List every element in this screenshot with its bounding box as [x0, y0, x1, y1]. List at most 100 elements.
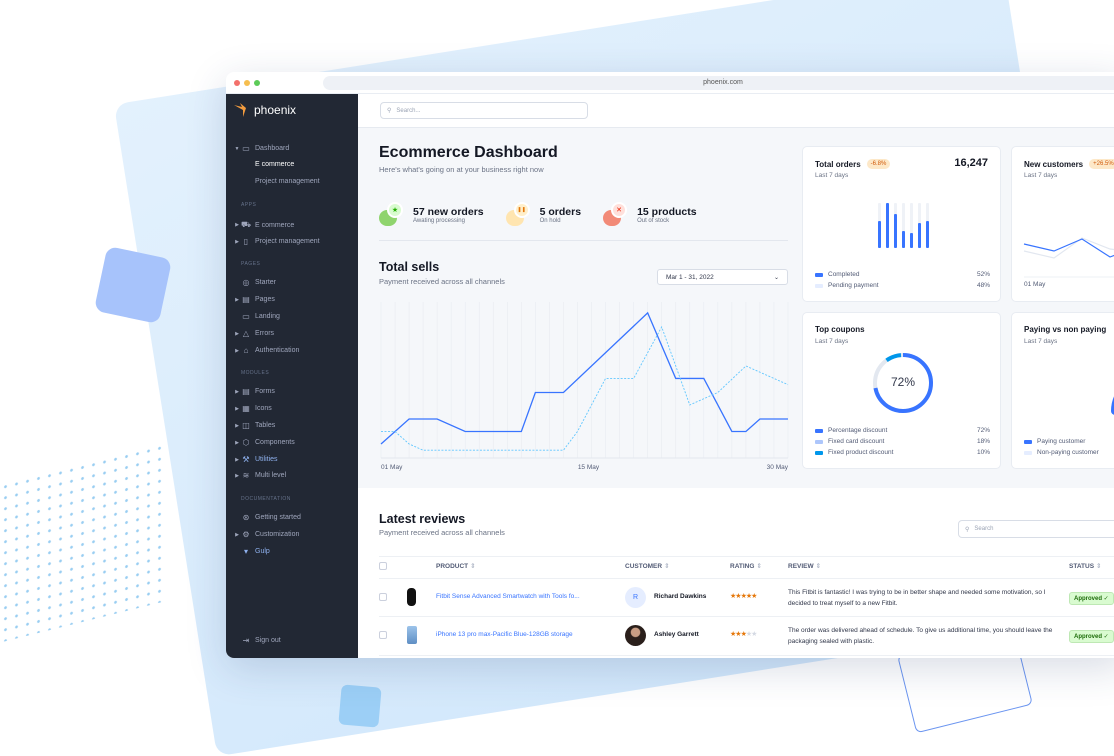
- sidebar-item-gulp[interactable]: ▾ Gulp: [233, 547, 270, 556]
- decorative-dot-grid: [0, 441, 165, 642]
- card-period: Last 7 days: [1024, 172, 1057, 179]
- sidebar-item-errors[interactable]: ▶△Errors: [233, 329, 274, 338]
- sidebar-item-tables[interactable]: ▶◫Tables: [233, 421, 275, 430]
- sidebar-item-getting-started[interactable]: ⊛Getting started: [233, 513, 301, 522]
- smartwatch-product-image: [407, 588, 416, 606]
- global-search-input[interactable]: ⚲ Search...: [380, 102, 588, 119]
- minimize-window-button[interactable]: [244, 80, 250, 86]
- sidebar-item-label: Landing: [255, 313, 280, 320]
- column-header-review[interactable]: REVIEW⇕: [788, 562, 821, 570]
- legend-swatch: [815, 451, 823, 455]
- close-window-button[interactable]: [234, 80, 240, 86]
- review-text: This Fitbit is fantastic! I was trying t…: [788, 587, 1058, 609]
- legend-value: 18%: [977, 438, 990, 445]
- card-period: Last 7 days: [1024, 338, 1057, 345]
- column-header-status[interactable]: STATUS⇕: [1069, 562, 1102, 570]
- decorative-square: [338, 684, 381, 727]
- product-link[interactable]: iPhone 13 pro max-Pacific Blue-128GB sto…: [436, 631, 573, 638]
- check-icon: ✓: [1102, 634, 1109, 640]
- card-period: Last 7 days: [815, 172, 848, 179]
- sidebar-item-icons[interactable]: ▶▦Icons: [233, 404, 272, 413]
- date-range-select[interactable]: Mar 1 - 31, 2022⌄: [657, 269, 788, 285]
- total-orders-card: Total orders-6.8% 16,247 Last 7 days Com…: [802, 146, 1001, 302]
- review-text: The order was delivered ahead of schedul…: [788, 625, 1058, 647]
- x-icon: ✕: [611, 202, 627, 218]
- caret-down-icon: ▼: [233, 146, 241, 152]
- desktop-icon: ▭: [241, 312, 251, 321]
- column-header-rating[interactable]: RATING⇕: [730, 562, 762, 570]
- sidebar-item-components[interactable]: ▶⬡Components: [233, 438, 295, 447]
- sidebar-item-multi-level[interactable]: ▶≋Multi level: [233, 471, 286, 480]
- legend-label: Percentage discount: [828, 427, 887, 434]
- caret-right-icon: ▶: [233, 440, 241, 446]
- top-coupons-card: Top coupons Last 7 days 72% Percentage d…: [802, 312, 1001, 469]
- sidebar-section-label: PAGES: [241, 261, 260, 267]
- sidebar-item-label: Forms: [255, 388, 275, 395]
- legend-label: Non-paying customer: [1037, 449, 1099, 456]
- sidebar-item-label: Starter: [255, 279, 276, 286]
- sidebar-item-utilities[interactable]: ▶⚒ Utilities: [233, 455, 278, 464]
- star-filled-icon: ★: [751, 593, 756, 600]
- browser-window: phoenix.com phoenix ▼▭Dashboard E commerc…: [226, 72, 1114, 658]
- sidebar-item-landing[interactable]: ▭ Landing: [233, 312, 280, 321]
- gulp-icon: ▾: [241, 547, 251, 556]
- search-placeholder: Search...: [396, 108, 420, 114]
- x-badge: ✕: [603, 202, 629, 228]
- logo[interactable]: phoenix: [234, 103, 296, 117]
- sidebar-item-label: E commerce: [255, 161, 294, 168]
- caret-right-icon: ▶: [233, 331, 241, 337]
- stat-label: On hold: [540, 218, 581, 224]
- divider: [379, 240, 788, 241]
- sidebar-item-label: Utilities: [255, 456, 278, 463]
- stat-value: 57 new orders: [413, 206, 484, 218]
- monitor-icon: ▭: [241, 144, 251, 153]
- sidebar-item-project-management[interactable]: ▶▯Project management: [233, 237, 320, 246]
- sidebar-item-customization[interactable]: ▶⚙Customization: [233, 530, 299, 539]
- compass-icon: ◎: [241, 278, 251, 287]
- sidebar-item-pages[interactable]: ▶▤Pages: [233, 295, 275, 304]
- x-tick-label: 15 May: [578, 464, 600, 471]
- sort-icon: ⇕: [816, 563, 821, 570]
- iphone-product-image: [407, 626, 417, 644]
- stat-value: 15 products: [637, 206, 697, 218]
- brand-name: phoenix: [254, 103, 296, 117]
- reviews-subtitle: Payment received across all channels: [379, 528, 505, 537]
- sidebar-item-label: Gulp: [255, 548, 270, 555]
- column-label: RATING: [730, 563, 754, 570]
- legend-value: 52%: [977, 271, 990, 278]
- customer-name[interactable]: Richard Dawkins: [654, 593, 706, 600]
- row-divider: [379, 655, 1114, 656]
- sidebar-item-dashboard[interactable]: ▼▭Dashboard: [233, 144, 289, 153]
- row-checkbox[interactable]: [379, 631, 387, 639]
- sidebar-item-e-commerce[interactable]: E commerce: [255, 161, 294, 168]
- column-header-product[interactable]: PRODUCT⇕: [436, 562, 476, 570]
- tool-icon: ⚒: [241, 455, 251, 464]
- order-bar: [926, 221, 929, 248]
- row-checkbox[interactable]: [379, 593, 387, 601]
- caret-right-icon: ▶: [233, 457, 241, 463]
- product-link[interactable]: Fitbit Sense Advanced Smartwatch with To…: [436, 593, 580, 600]
- sidebar-item-starter[interactable]: ◎ Starter: [233, 278, 276, 287]
- customer-name[interactable]: Ashley Garrett: [654, 631, 699, 638]
- address-bar[interactable]: phoenix.com: [323, 76, 1114, 90]
- caret-right-icon: ▶: [233, 423, 241, 429]
- sidebar-item-forms[interactable]: ▶▤Forms: [233, 387, 275, 396]
- new-customers-chart: [1012, 227, 1114, 282]
- reviews-search-input[interactable]: ⚲Search: [958, 520, 1114, 538]
- donut-center-value: 72%: [871, 375, 935, 389]
- column-header-customer[interactable]: CUSTOMER⇕: [625, 562, 670, 570]
- sidebar-item-label: Getting started: [255, 514, 301, 521]
- maximize-window-button[interactable]: [254, 80, 260, 86]
- sidebar-item-e-commerce[interactable]: ▶⛟E commerce: [233, 220, 294, 230]
- card-title: Total orders: [815, 160, 861, 169]
- legend-label: Fixed product discount: [828, 449, 893, 456]
- sidebar-item-authentication[interactable]: ▶⌂Authentication: [233, 346, 299, 355]
- sidebar-item-label: Icons: [255, 405, 272, 412]
- search-icon: ⚲: [387, 107, 391, 114]
- sidebar-item-project-management[interactable]: Project management: [255, 178, 320, 185]
- select-all-checkbox[interactable]: [379, 562, 387, 570]
- file-text-icon: ▤: [241, 387, 251, 396]
